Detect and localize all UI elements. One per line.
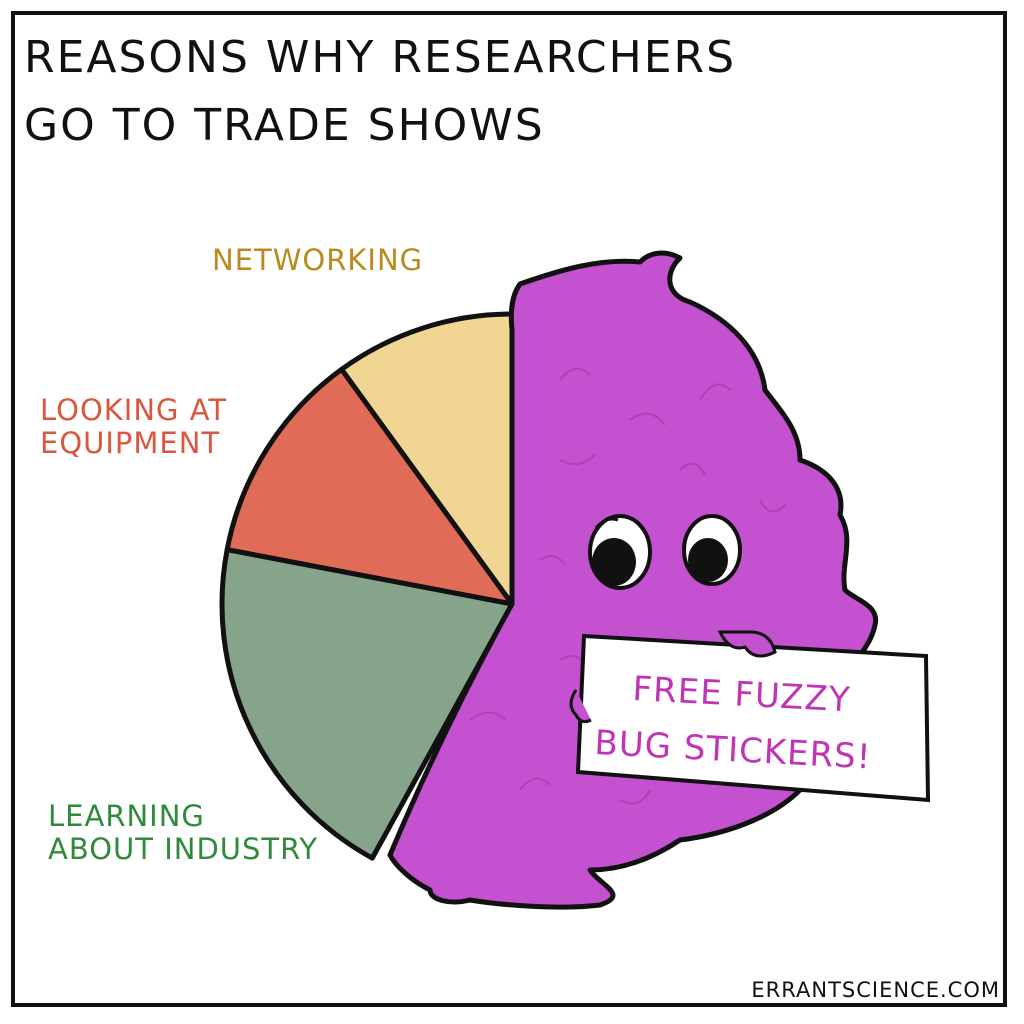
slice-industry — [219, 547, 515, 861]
label-equipment-line-1: Looking at — [40, 393, 228, 427]
slice-equipment — [224, 366, 515, 607]
title-line-1: Reasons why researchers — [24, 32, 737, 83]
pie-slices — [219, 311, 515, 861]
label-equipment: Looking at equipment — [40, 393, 228, 461]
title-line-2: go to trade shows — [24, 100, 545, 151]
label-industry-line-2: about industry — [48, 832, 319, 867]
bug-eyes — [588, 514, 742, 590]
site-credit: ErrantScience.com — [751, 978, 1000, 1002]
label-industry-line-1: Learning — [48, 799, 205, 833]
slice-networking — [339, 311, 515, 607]
label-networking: Networking — [212, 243, 424, 277]
label-networking-text: Networking — [212, 243, 424, 277]
label-equipment-line-2: equipment — [40, 426, 221, 461]
label-industry: Learning about industry — [48, 799, 319, 867]
sign: Free fuzzy bug stickers! — [569, 630, 931, 803]
